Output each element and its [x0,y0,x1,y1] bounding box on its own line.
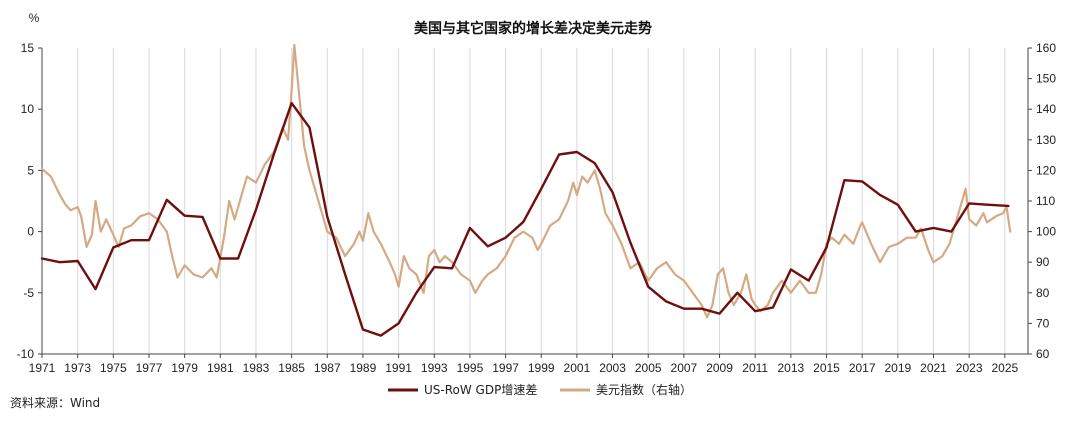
x-tick-label-1993: 1993 [421,361,448,375]
x-tick-label-2017: 2017 [849,361,876,375]
series-lines [40,43,1012,337]
x-tick-label-2025: 2025 [991,361,1018,375]
x-tick-label-1989: 1989 [350,361,377,375]
x-tick-label-1977: 1977 [136,361,163,375]
right-tick-label-110: 110 [1036,194,1055,208]
series-line-gdp-growth-gap [40,101,1010,337]
x-tick-label-2023: 2023 [956,361,983,375]
x-tick-label-1999: 1999 [528,361,555,375]
x-tick-label-2007: 2007 [671,361,698,375]
left-tick-label-15: 15 [21,41,35,55]
axes: -10 -5 0 5 10 15 60 70 80 90 100 110 120 130 140 150 160… [17,41,1057,375]
right-tick-label-90: 90 [1036,255,1050,269]
legend: US-RoW GDP增速差 美元指数（右轴） [388,382,692,397]
x-tick-label-1991: 1991 [385,361,412,375]
right-tick-label-70: 70 [1036,316,1050,330]
series-line-dollar-index [40,43,1012,319]
x-tick-label-1975: 1975 [100,361,127,375]
right-tick-label-60: 60 [1036,347,1050,361]
x-tick-label-2013: 2013 [778,361,805,375]
x-tick-label-1979: 1979 [171,361,198,375]
x-tick-label-1985: 1985 [278,361,305,375]
left-tick-label-5: 5 [27,163,34,177]
x-tick-label-1983: 1983 [243,361,270,375]
grid-lines [41,48,1006,354]
left-tick-label-0: 0 [27,225,34,239]
right-tick-label-140: 140 [1036,102,1056,116]
right-tick-label-150: 150 [1036,72,1056,86]
x-tick-label-2009: 2009 [706,361,733,375]
x-tick-label-1995: 1995 [457,361,484,375]
legend-label-0: US-RoW GDP增速差 [424,383,537,397]
left-tick-label-10: 10 [21,102,35,116]
chart-title: 美国与其它国家的增长差决定美元走势 [414,20,652,37]
x-tick-label-2005: 2005 [635,361,662,375]
x-tick-label-1997: 1997 [492,361,519,375]
left-tick-label--10: -10 [17,347,35,361]
x-tick-label-1987: 1987 [314,361,341,375]
x-tick-label-1981: 1981 [207,361,234,375]
left-axis-unit: % [29,11,40,25]
right-tick-label-80: 80 [1036,286,1050,300]
legend-label-1: 美元指数（右轴） [596,382,692,397]
x-tick-label-1973: 1973 [64,361,91,375]
x-tick-label-2003: 2003 [599,361,626,375]
x-tick-label-2021: 2021 [920,361,947,375]
x-tick-label-2001: 2001 [564,361,591,375]
x-tick-label-2019: 2019 [884,361,911,375]
right-tick-label-160: 160 [1036,41,1056,55]
source-note: 资料来源：Wind [10,396,100,410]
right-tick-label-100: 100 [1036,225,1056,239]
x-tick-label-2011: 2011 [742,361,768,375]
x-tick-label-2015: 2015 [813,361,840,375]
x-tick-label-1971: 1971 [29,361,56,375]
right-tick-label-130: 130 [1036,133,1056,147]
left-tick-label--5: -5 [23,286,34,300]
right-tick-label-120: 120 [1036,163,1056,177]
